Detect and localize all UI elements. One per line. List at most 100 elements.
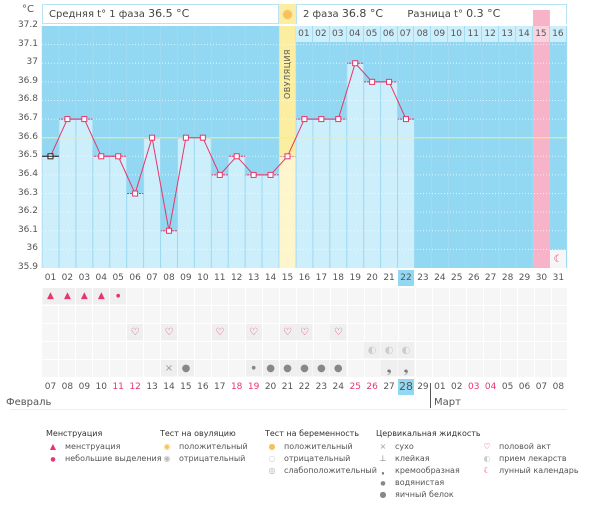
calendar-date[interactable]: 27 (383, 382, 395, 392)
temperature-bar (194, 137, 211, 268)
heart-icon[interactable]: ♡ (211, 324, 228, 340)
cycle-day-label[interactable]: 26 (467, 273, 480, 283)
cycle-day-label[interactable]: 03 (78, 273, 91, 283)
temperature-point (369, 78, 376, 85)
heart-icon[interactable]: ♡ (161, 324, 177, 340)
cycle-day-label[interactable]: 29 (518, 273, 531, 283)
ovulation-column-top (279, 26, 296, 157)
calendar-date[interactable]: 03 (467, 382, 480, 392)
calendar-date[interactable]: 04 (484, 382, 497, 392)
watery-icon[interactable]: ● (245, 360, 262, 376)
calendar-date[interactable]: 08 (552, 382, 565, 392)
cycle-day-label[interactable]: 07 (146, 273, 158, 283)
cycle-day-label[interactable]: 02 (61, 273, 74, 283)
phase2-day: 08 (414, 26, 432, 42)
egg-white-icon[interactable]: ● (313, 360, 330, 376)
heart-icon[interactable]: ♡ (330, 324, 347, 340)
cycle-day-label[interactable]: 24 (434, 273, 446, 283)
dry-icon[interactable]: × (161, 360, 177, 376)
calendar-date[interactable]: 02 (451, 382, 463, 392)
menstruation-heavy-icon[interactable]: ▲ (76, 288, 93, 304)
calendar-date[interactable]: 08 (61, 382, 74, 392)
menstruation-heavy-icon[interactable]: ▲ (42, 288, 59, 304)
cycle-day-label[interactable]: 21 (383, 273, 395, 283)
cycle-day-label[interactable]: 22 (397, 270, 415, 286)
pill-icon[interactable]: ◐ (364, 342, 381, 358)
cycle-day-label[interactable]: 09 (180, 273, 192, 283)
cycle-day-label[interactable]: 28 (501, 273, 514, 283)
menstruation-light-icon[interactable]: ● (110, 288, 127, 304)
calendar-date[interactable]: 18 (230, 382, 243, 392)
legend-item: ☾ лунный календарь (480, 466, 578, 475)
cycle-day-label[interactable]: 31 (552, 273, 565, 283)
cycle-day-label[interactable]: 25 (451, 273, 463, 283)
temperature-point (199, 134, 206, 141)
cycle-day-label[interactable]: 27 (484, 273, 497, 283)
legend-pregnancy-title: Тест на беременность (265, 429, 360, 438)
calendar-date[interactable]: 12 (129, 382, 141, 392)
cycle-day-label[interactable]: 18 (332, 273, 344, 283)
heart-icon[interactable]: ♡ (127, 324, 144, 340)
cycle-day-label[interactable]: 20 (366, 273, 378, 283)
calendar-date[interactable]: 24 (332, 382, 344, 392)
cycle-day-label[interactable]: 14 (264, 273, 277, 283)
calendar-date[interactable]: 21 (281, 382, 294, 392)
cycle-day-label[interactable]: 19 (349, 273, 361, 283)
cycle-day-label[interactable]: 17 (315, 273, 328, 283)
cycle-day-label[interactable]: 13 (247, 273, 260, 283)
calendar-date[interactable]: 23 (315, 382, 328, 392)
cycle-day-label[interactable]: 06 (129, 273, 141, 283)
cycle-day-label[interactable]: 30 (535, 273, 548, 283)
calendar-date[interactable]: 14 (163, 382, 175, 392)
cycle-day-label[interactable]: 23 (417, 273, 429, 283)
temperature-bar (228, 156, 245, 268)
menstruation-heavy-icon[interactable]: ▲ (59, 288, 76, 304)
cycle-day-label[interactable]: 10 (197, 273, 209, 283)
calendar-date[interactable]: 09 (78, 382, 91, 392)
cycle-day-label[interactable]: 08 (163, 273, 175, 283)
calendar-date[interactable]: 07 (535, 382, 548, 392)
calendar-date[interactable]: 25 (349, 382, 361, 392)
cycle-day-label[interactable]: 05 (112, 273, 124, 283)
pill-icon[interactable]: ◐ (381, 342, 398, 358)
calendar-date[interactable]: 05 (501, 382, 514, 392)
heart-icon[interactable]: ♡ (296, 324, 313, 340)
pill-icon[interactable]: ◐ (398, 342, 415, 358)
cycle-day-label[interactable]: 16 (298, 273, 311, 283)
calendar-date[interactable]: 29 (417, 382, 429, 392)
egg-white-icon[interactable]: ● (296, 360, 313, 376)
calendar-date[interactable]: 22 (298, 382, 311, 392)
cycle-day-label[interactable]: 15 (281, 273, 294, 283)
egg-white-icon[interactable]: ● (279, 360, 296, 376)
cycle-day-label[interactable]: 12 (230, 273, 243, 283)
calendar-date[interactable]: 13 (146, 382, 158, 392)
calendar-date[interactable]: 10 (95, 382, 107, 392)
calendar-date[interactable]: 15 (180, 382, 192, 392)
heart-icon[interactable]: ♡ (279, 324, 296, 340)
calendar-date[interactable]: 11 (112, 382, 124, 392)
legend-item: ● яичный белок (376, 490, 454, 499)
calendar-date[interactable]: 28 (397, 379, 415, 395)
cycle-day-label[interactable]: 04 (95, 273, 107, 283)
cycle-day-label[interactable]: 11 (214, 273, 226, 283)
creamy-icon[interactable]: ❟ (398, 360, 415, 376)
calendar-date[interactable]: 07 (44, 382, 57, 392)
temperature-bar (381, 81, 398, 268)
moon-cell[interactable]: ☾ (550, 250, 566, 268)
calendar-date[interactable]: 16 (197, 382, 209, 392)
calendar-date[interactable]: 06 (518, 382, 531, 392)
egg-white-icon[interactable]: ● (177, 360, 194, 376)
y-tick-label: 36.2 (17, 206, 38, 217)
calendar-date[interactable]: 26 (366, 382, 378, 392)
legend-item: ◎ слабоположительный (265, 466, 377, 475)
heart-icon[interactable]: ♡ (245, 324, 262, 340)
calendar-date[interactable]: 01 (434, 382, 446, 392)
egg-white-icon[interactable]: ● (330, 360, 347, 376)
calendar-date[interactable]: 19 (247, 382, 260, 392)
calendar-date[interactable]: 17 (214, 382, 226, 392)
calendar-date[interactable]: 20 (264, 382, 277, 392)
cycle-day-label[interactable]: 01 (44, 273, 57, 283)
menstruation-heavy-icon[interactable]: ▲ (93, 288, 110, 304)
creamy-icon[interactable]: ❟ (381, 360, 398, 376)
egg-white-icon[interactable]: ● (262, 360, 279, 376)
